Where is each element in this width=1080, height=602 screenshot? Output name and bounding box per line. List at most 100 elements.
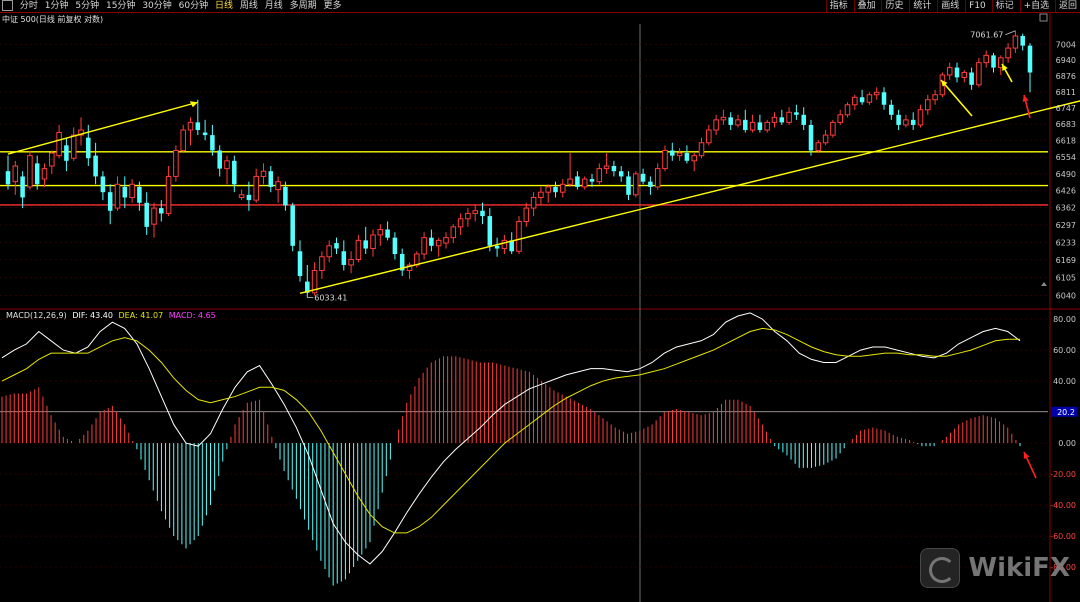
mark-button[interactable]: 标记 bbox=[991, 0, 1017, 12]
price-tick-label: 6169 bbox=[1056, 256, 1076, 265]
candle-body bbox=[195, 122, 201, 131]
candle-body bbox=[896, 114, 901, 125]
candle-body bbox=[341, 251, 347, 265]
candle-body bbox=[64, 145, 69, 161]
price-tick-label: 6040 bbox=[1056, 292, 1076, 301]
tab-60min[interactable]: 60分钟 bbox=[178, 1, 209, 11]
stats-button[interactable]: 统计 bbox=[909, 0, 934, 12]
red-arrow-icon-head bbox=[1022, 95, 1029, 102]
candle-body bbox=[808, 124, 814, 151]
candle-body bbox=[100, 176, 106, 193]
price-tick-label: 7004 bbox=[1056, 41, 1076, 50]
price-tick-label: 6233 bbox=[1056, 238, 1076, 247]
candle-body bbox=[370, 234, 376, 250]
history-button[interactable]: 历史 bbox=[881, 0, 906, 12]
candle-body bbox=[684, 153, 690, 161]
watermark-text: WikiFX bbox=[968, 553, 1070, 583]
tab-multi-period[interactable]: 多周期 bbox=[289, 1, 317, 11]
macd-tick-label: 0.00 bbox=[1058, 439, 1076, 448]
candle-body bbox=[662, 149, 668, 170]
candle-body bbox=[743, 119, 748, 131]
candle-body bbox=[764, 121, 770, 131]
low-price-label: 6033.41 bbox=[314, 294, 347, 303]
macd-value-label: MACD: 4.65 bbox=[168, 311, 216, 320]
candle-body bbox=[889, 104, 894, 115]
macd-tick-label: -80.00 bbox=[1050, 563, 1076, 572]
candle-body bbox=[1012, 35, 1019, 49]
candle-body bbox=[603, 165, 610, 170]
tab-daily[interactable]: 日线 bbox=[214, 1, 233, 11]
candle-body bbox=[114, 183, 121, 209]
draw-line-button[interactable]: 画线 bbox=[937, 0, 962, 12]
candle-body bbox=[305, 281, 310, 293]
candle-body bbox=[377, 229, 384, 236]
back-button[interactable]: 返回 bbox=[1054, 0, 1080, 12]
period-tabs: 分时 1分钟 5分钟 15分钟 30分钟 60分钟 日线 周线 月线 多周期 更… bbox=[0, 0, 344, 12]
tab-intraday[interactable]: 分时 bbox=[19, 1, 38, 11]
price-tick-label: 6297 bbox=[1056, 221, 1076, 230]
price-tick-label: 6747 bbox=[1056, 104, 1076, 113]
macd-reference-box bbox=[1051, 406, 1077, 417]
candle-body bbox=[137, 186, 142, 203]
candle-body bbox=[348, 258, 354, 266]
candle-body bbox=[698, 142, 705, 157]
candle-body bbox=[998, 57, 1004, 69]
candle-body bbox=[232, 160, 237, 185]
tab-monthly[interactable]: 月线 bbox=[264, 1, 283, 11]
candle-body bbox=[494, 245, 500, 249]
candle-body bbox=[822, 134, 829, 144]
candle-body bbox=[830, 121, 836, 136]
candle-body bbox=[268, 171, 274, 187]
tab-weekly[interactable]: 周线 bbox=[239, 1, 258, 11]
candle-body bbox=[443, 237, 449, 244]
trendline bbox=[7, 101, 198, 155]
layout-icon[interactable] bbox=[2, 0, 13, 11]
candle-body bbox=[509, 240, 514, 252]
macd-tick-label: 60.00 bbox=[1053, 346, 1076, 355]
candle-body bbox=[414, 253, 420, 266]
watermark: WikiFX bbox=[920, 548, 1070, 588]
macd-reference-label: 20.2 bbox=[1057, 408, 1075, 417]
candle-body bbox=[648, 181, 653, 187]
price-tick-label: 6105 bbox=[1056, 273, 1076, 282]
macd-name: MACD(12,26,9) bbox=[6, 311, 67, 320]
tab-15min[interactable]: 15分钟 bbox=[105, 1, 136, 11]
candle-body bbox=[1027, 45, 1033, 73]
indicator-button[interactable]: 指标 bbox=[825, 0, 851, 12]
candle-body bbox=[589, 179, 595, 182]
candle-body bbox=[713, 119, 719, 131]
candle-body bbox=[720, 116, 727, 121]
dea-label: DEA: 41.07 bbox=[118, 311, 164, 320]
candle-body bbox=[144, 202, 149, 227]
tab-more[interactable]: 更多 bbox=[323, 1, 342, 11]
f10-button[interactable]: F10 bbox=[965, 0, 989, 12]
candle-body bbox=[297, 251, 303, 277]
candle-body bbox=[355, 239, 362, 260]
tab-1min[interactable]: 1分钟 bbox=[44, 1, 69, 11]
candle-body bbox=[173, 149, 179, 177]
candle-body bbox=[917, 109, 924, 126]
candle-body bbox=[165, 175, 172, 214]
candle-body bbox=[151, 207, 157, 225]
candle-body bbox=[56, 132, 62, 157]
tab-30min[interactable]: 30分钟 bbox=[142, 1, 172, 11]
add-watchlist-button[interactable]: +自选 bbox=[1019, 0, 1053, 12]
candle-body bbox=[844, 104, 851, 116]
candle-body bbox=[406, 264, 413, 272]
annotation-arrow-icon bbox=[940, 79, 973, 117]
candle-body bbox=[626, 176, 631, 195]
macd-tick-label: -40.00 bbox=[1050, 501, 1076, 510]
candle-body bbox=[429, 237, 434, 246]
candle-body bbox=[86, 137, 91, 159]
price-tick-label: 6554 bbox=[1056, 153, 1076, 162]
candle-body bbox=[852, 96, 858, 106]
macd-tick-label: -20.00 bbox=[1050, 470, 1076, 479]
tab-5min[interactable]: 5分钟 bbox=[75, 1, 100, 11]
candle-body bbox=[20, 176, 25, 198]
candle-body bbox=[837, 114, 843, 123]
candle-body bbox=[1020, 35, 1025, 46]
overlay-button[interactable]: 叠加 bbox=[853, 0, 879, 12]
candle-body bbox=[611, 166, 617, 172]
dif-label: DIF: 43.40 bbox=[72, 311, 113, 320]
